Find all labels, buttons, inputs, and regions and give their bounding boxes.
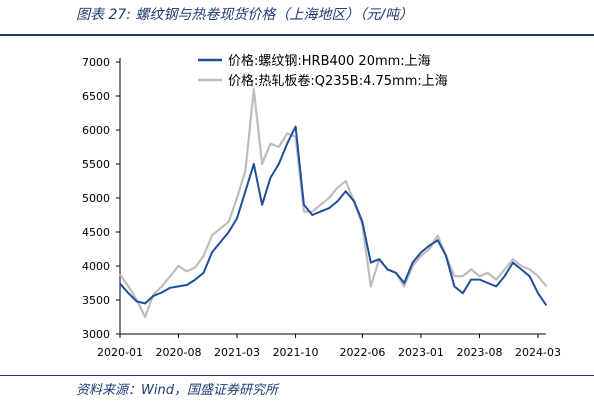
series-line-0 xyxy=(119,125,548,306)
x-tick-label: 2021-10 xyxy=(273,346,319,359)
y-tick-label: 3000 xyxy=(82,328,110,341)
y-tick-label: 4500 xyxy=(82,226,110,239)
source-note: 资料来源：Wind，国盛证券研究所 xyxy=(76,383,278,398)
x-tick-label: 2023-01 xyxy=(398,346,444,359)
title-rule xyxy=(0,34,594,36)
y-tick-label: 3500 xyxy=(82,294,110,307)
series-layer xyxy=(119,88,548,319)
y-tick-label: 4000 xyxy=(82,260,110,273)
y-tick-label: 5000 xyxy=(82,192,110,205)
y-tick-label: 6500 xyxy=(82,90,110,103)
axes: 3000 3500 4000 4500 5000 5500 6000 6500 7000 2020… xyxy=(82,56,561,359)
x-tick-label: 2024-03 xyxy=(515,346,561,359)
y-tick-label: 6000 xyxy=(82,124,110,137)
y-tick-label: 7000 xyxy=(82,56,110,69)
line-chart: 3000 3500 4000 4500 5000 5500 6000 6500 7000 2020… xyxy=(82,53,561,359)
legend-label-1: 价格:热轧板卷:Q235B:4.75mm:上海 xyxy=(228,73,448,89)
figure-title: 图表 27: 螺纹钢与热卷现货价格（上海地区）（元/吨） xyxy=(76,7,414,23)
x-tick-label: 2023-08 xyxy=(456,346,502,359)
x-tick-label: 2022-06 xyxy=(339,346,385,359)
y-tick-label: 5500 xyxy=(82,158,110,171)
x-tick-label: 2020-08 xyxy=(156,346,202,359)
series-line-1 xyxy=(119,88,548,319)
legend-label-0: 价格:螺纹钢:HRB400 20mm:上海 xyxy=(228,53,431,69)
x-tick-label: 2021-03 xyxy=(214,346,260,359)
legend: 价格:螺纹钢:HRB400 20mm:上海价格:热轧板卷:Q235B:4.75m… xyxy=(198,53,448,89)
x-tick-label: 2020-01 xyxy=(97,346,143,359)
source-rule xyxy=(0,375,594,376)
